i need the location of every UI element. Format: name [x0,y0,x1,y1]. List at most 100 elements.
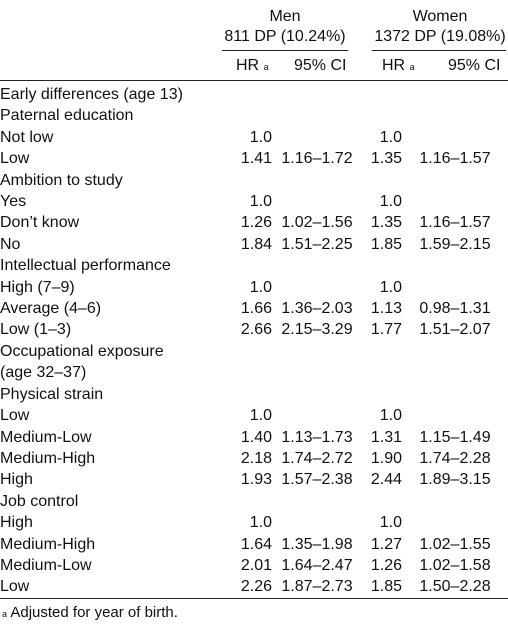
women-ci-cell: 1.15–1.49 [402,427,508,448]
men-ci-cell [272,405,362,426]
table-row: Yes 1.0 1.0 [0,191,508,212]
women-hr-cell: 1.13 [362,298,402,319]
table-row: No 1.84 1.51–2.25 1.85 1.59–2.15 [0,234,508,255]
men-hr-cell: 1.0 [220,127,272,148]
women-ci-cell: 1.59–2.15 [402,234,508,255]
men-hr-cell [220,105,272,126]
table-row: High (7–9) 1.0 1.0 [0,277,508,298]
men-ci-cell: 1.51–2.25 [272,234,362,255]
table-row: High 1.0 1.0 [0,512,508,533]
women-ci-cell [402,191,508,212]
row-label: High [0,512,220,533]
women-hr-cell: 1.77 [362,319,402,340]
table-row: Not low 1.0 1.0 [0,127,508,148]
men-hr-cell: 1.93 [220,469,272,490]
women-hr-cell: 2.44 [362,469,402,490]
women-sublabel: 1372 DP (19.08%) [372,27,508,47]
men-ci-cell: 1.02–1.56 [272,212,362,233]
women-ci-header: 95% CI [448,56,500,76]
women-ci-cell [402,512,508,533]
table-row: Physical strain [0,384,508,405]
women-hr-cell [362,84,402,105]
women-hr-cell: 1.0 [362,127,402,148]
men-hr-cell: 1.0 [220,405,272,426]
men-ci-cell [272,491,362,512]
men-sublabel: 811 DP (10.24%) [220,27,350,47]
table-row: Medium-Low 2.01 1.64–2.47 1.26 1.02–1.58 [0,555,508,576]
women-ci-cell [402,341,508,362]
men-ci-cell [272,512,362,533]
men-ci-cell [272,255,362,276]
table-row: Intellectual performance [0,255,508,276]
table-row: Low 1.0 1.0 [0,405,508,426]
table-row: Low 2.26 1.87–2.73 1.85 1.50–2.28 [0,576,508,597]
women-ci-cell: 1.16–1.57 [402,212,508,233]
men-ci-cell: 1.36–2.03 [272,298,362,319]
men-header-rule [222,50,348,51]
results-table: Early differences (age 13) Paternal educa… [0,84,508,598]
women-hr-cell: 1.0 [362,512,402,533]
women-hr-cell [362,341,402,362]
women-hr-cell: 1.27 [362,534,402,555]
women-ci-cell: 1.89–3.15 [402,469,508,490]
men-ci-cell [272,84,362,105]
men-hr-cell: 1.41 [220,148,272,169]
footnote: a Adjusted for year of birth. [2,604,178,622]
row-label: Average (4–6) [0,298,220,319]
row-label: Low [0,576,220,597]
row-label: Medium-High [0,448,220,469]
men-hr-cell: 1.40 [220,427,272,448]
row-label: Medium-Low [0,427,220,448]
women-ci-cell: 1.02–1.55 [402,534,508,555]
women-ci-cell [402,127,508,148]
women-ci-cell: 1.74–2.28 [402,448,508,469]
men-hr-cell [220,384,272,405]
women-ci-cell: 0.98–1.31 [402,298,508,319]
women-hr-cell: 1.26 [362,555,402,576]
men-hr-cell: 2.01 [220,555,272,576]
women-hr-cell: 1.85 [362,234,402,255]
table-row: (age 32–37) [0,362,508,383]
men-ci-cell [272,341,362,362]
row-label: Paternal education [0,105,220,126]
women-ci-cell: 1.16–1.57 [402,148,508,169]
men-hr-cell [220,170,272,191]
row-label: (age 32–37) [0,362,220,383]
women-ci-cell: 1.51–2.07 [402,319,508,340]
men-hr-cell: 1.84 [220,234,272,255]
table-row: Ambition to study [0,170,508,191]
table-bottom-rule [0,598,508,599]
men-ci-cell: 2.15–3.29 [272,319,362,340]
women-hr-cell [362,384,402,405]
row-label: Medium-Low [0,555,220,576]
women-hr-cell [362,105,402,126]
men-ci-cell [272,170,362,191]
women-ci-cell [402,105,508,126]
row-label: Occupational exposure [0,341,220,362]
table-row: Occupational exposure [0,341,508,362]
women-ci-cell [402,384,508,405]
men-hr-cell: 1.26 [220,212,272,233]
men-hr-header: HR a [236,56,269,76]
table-row: High 1.93 1.57–2.38 2.44 1.89–3.15 [0,469,508,490]
men-hr-cell [220,362,272,383]
men-ci-cell [272,362,362,383]
row-label: Low (1–3) [0,319,220,340]
women-hr-header: HR a [382,56,415,76]
table-row: Job control [0,491,508,512]
header-bottom-rule [0,80,508,81]
men-label: Men [220,7,350,27]
women-ci-cell [402,405,508,426]
women-hr-cell: 1.0 [362,405,402,426]
women-label: Women [372,7,508,27]
men-ci-cell: 1.35–1.98 [272,534,362,555]
women-ci-cell [402,255,508,276]
row-label: Don’t know [0,212,220,233]
women-ci-cell [402,277,508,298]
men-hr-cell [220,491,272,512]
women-hr-cell [362,170,402,191]
men-hr-cell: 1.0 [220,512,272,533]
table-row: Low 1.41 1.16–1.72 1.35 1.16–1.57 [0,148,508,169]
men-ci-cell: 1.13–1.73 [272,427,362,448]
